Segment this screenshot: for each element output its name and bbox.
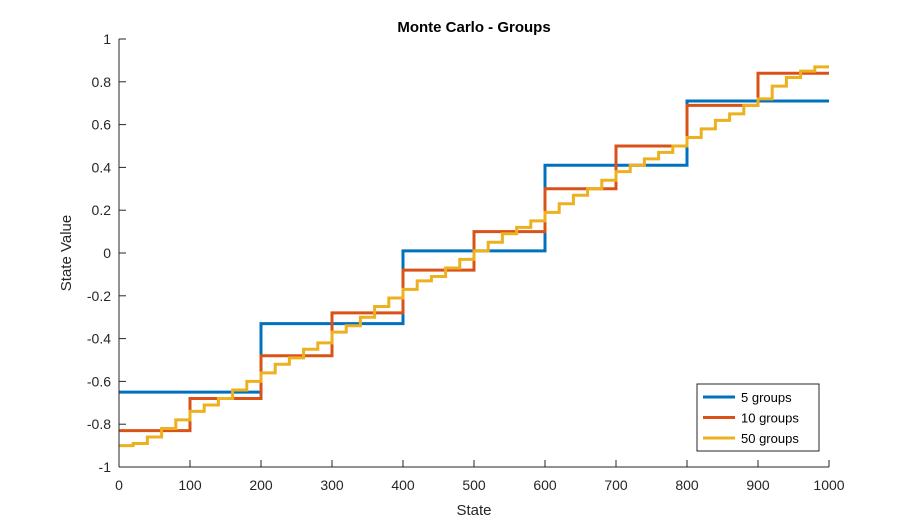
legend: 5 groups 10 groups 50 groups xyxy=(696,383,820,452)
legend-items: 5 groups 10 groups 50 groups xyxy=(703,390,799,446)
x-ticks: 0 100 200 300 400 500 600 700 800 900 1000 xyxy=(115,460,845,493)
x-tick-label: 1000 xyxy=(813,477,844,493)
y-tick-label: -0.8 xyxy=(87,416,111,432)
x-axis-title: State xyxy=(456,502,491,519)
legend-label: 50 groups xyxy=(741,431,799,446)
y-tick-label: 0.8 xyxy=(92,74,112,90)
y-ticks: -1 -0.8 -0.6 -0.4 -0.2 0 0.2 0.4 0.6 0.8 1 xyxy=(87,31,126,475)
y-tick-label: 0.2 xyxy=(92,202,112,218)
x-tick-label: 0 xyxy=(115,477,123,493)
y-tick-label: 1 xyxy=(103,31,111,47)
x-tick-label: 300 xyxy=(320,477,344,493)
y-tick-label: -0.6 xyxy=(87,373,111,389)
x-tick-label: 100 xyxy=(178,477,202,493)
y-tick-label: -1 xyxy=(99,459,112,475)
x-tick-label: 700 xyxy=(604,477,628,493)
x-tick-label: 600 xyxy=(533,477,557,493)
x-tick-label: 800 xyxy=(675,477,699,493)
chart-title: Monte Carlo - Groups xyxy=(397,19,550,36)
x-tick-label: 200 xyxy=(249,477,273,493)
y-tick-label: 0.4 xyxy=(92,159,112,175)
y-tick-label: 0 xyxy=(103,245,111,261)
y-axis-title: State Value xyxy=(58,215,75,291)
legend-label: 10 groups xyxy=(741,411,799,426)
y-tick-label: -0.2 xyxy=(87,288,111,304)
series-line-3 xyxy=(119,65,829,448)
x-tick-label: 400 xyxy=(391,477,415,493)
series-layer xyxy=(119,65,829,448)
x-tick-label: 900 xyxy=(746,477,770,493)
y-tick-label: 0.6 xyxy=(92,117,112,133)
x-tick-label: 500 xyxy=(462,477,486,493)
legend-label: 5 groups xyxy=(741,390,792,405)
y-tick-label: -0.4 xyxy=(87,331,111,347)
